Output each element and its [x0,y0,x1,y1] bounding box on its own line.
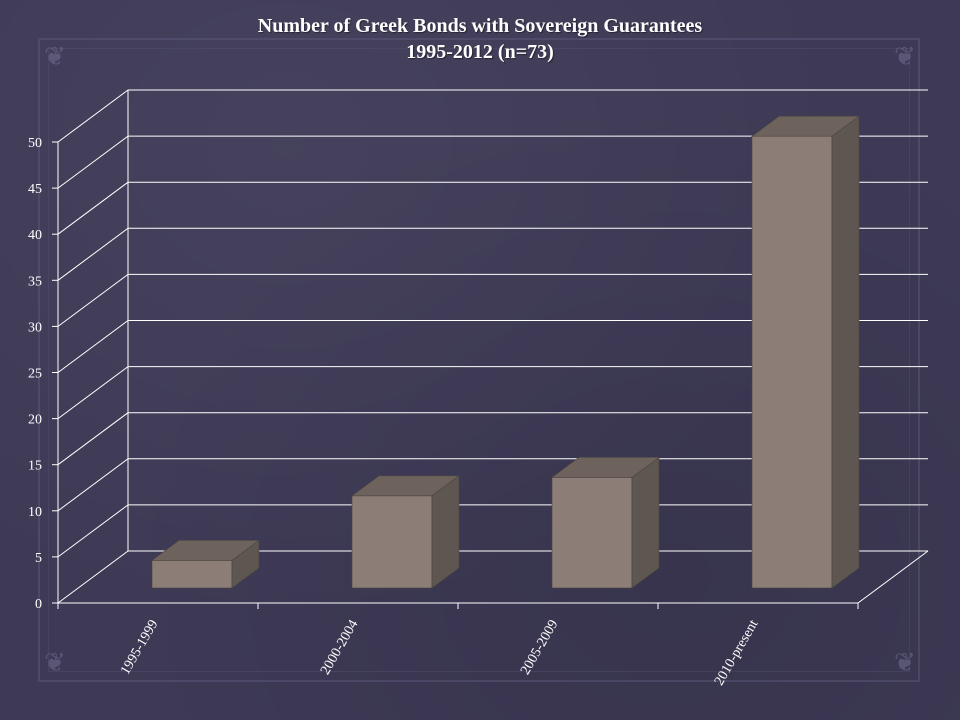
gridline-side [57,89,129,143]
bar [551,456,660,589]
bar-front [351,495,433,589]
y-tick-label: 40 [28,228,42,243]
y-tick-label: 20 [28,413,42,428]
bar-top [351,475,460,497]
y-tick-label: 10 [28,505,42,520]
gridline-side [57,412,129,466]
bar-side [831,115,860,589]
ornament-icon: ❦ [44,42,66,71]
x-axis-ticks: 1995-1999 2000-2004 2005-2009 2010-present [57,603,859,688]
gridline-side [57,366,129,420]
bar-top [751,115,860,137]
gridline-side [57,550,129,604]
x-tick-label: 1995-1999 [118,618,161,678]
x-tick-label: 2005-2009 [518,618,561,678]
gridline-side [57,458,129,512]
gridline-side [57,135,129,189]
bar-top [151,540,260,561]
ornament-icon: ❦ [894,42,916,71]
bars [151,115,860,589]
bar-top [551,457,660,478]
bar [351,475,460,589]
bar-front [751,135,833,589]
gridline-side [57,504,129,558]
y-tick-label: 0 [35,597,42,612]
chart-title: Number of Greek Bonds with Sovereign Gua… [257,15,703,37]
x-tick-label: 2000-2004 [318,618,361,678]
gridline-side [57,227,129,281]
y-tick-label: 35 [28,274,42,289]
x-tick-label: 2010-present [712,617,762,688]
y-tick-label: 25 [28,367,42,382]
gridline-side [57,320,129,373]
y-tick-label: 5 [35,551,42,566]
ornament-icon: ❦ [894,648,916,677]
y-axis-ticks: 0 5 10 15 20 25 30 35 40 45 50 [28,136,58,612]
chart-subtitle: 1995-2012 (n=73) [406,41,554,63]
y-tick-label: 45 [28,182,42,197]
gridline-side [57,273,129,327]
gridline-side [57,181,129,235]
bar [751,115,860,589]
bar-side [631,456,660,589]
y-tick-label: 30 [28,320,42,335]
decorative-frame-inner [48,48,910,672]
y-tick-label: 15 [28,459,42,474]
y-tick-label: 50 [28,136,42,151]
bar-front [551,477,633,589]
floor-right-edge [857,550,929,604]
bar [151,539,260,589]
decorative-frame [38,38,920,682]
ornament-icon: ❦ [44,648,66,677]
bar-front [151,560,233,589]
